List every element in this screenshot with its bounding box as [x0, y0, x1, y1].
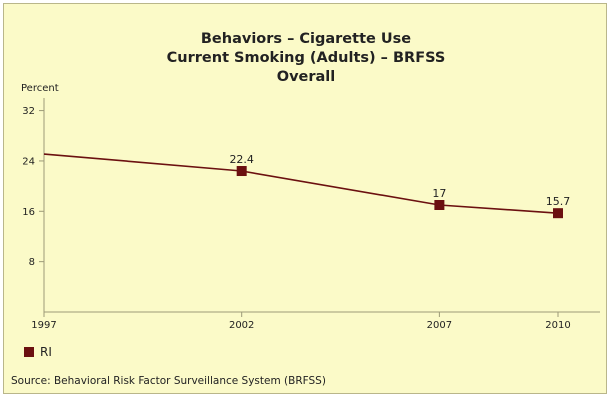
data-point-2002: [236, 166, 247, 177]
data-label-2002: 22.4: [229, 153, 254, 166]
x-tick-label-2007: 2007: [427, 320, 452, 331]
legend: RI: [24, 345, 52, 359]
chart-title: Behaviors – Cigarette Use Current Smokin…: [4, 30, 608, 87]
y-tick-label-8: 8: [29, 257, 35, 268]
data-label-2007: 17: [432, 187, 446, 200]
chart-frame: Behaviors – Cigarette Use Current Smokin…: [3, 3, 607, 394]
series-line-ri: [43, 153, 559, 214]
chart-title-line-3: Overall: [276, 69, 336, 85]
data-point-2010: [553, 208, 563, 219]
x-tick-label-2002: 2002: [229, 320, 254, 331]
y-tick-label-16: 16: [22, 207, 35, 218]
chart-title-line-2: Current Smoking (Adults) – BRFSS: [166, 50, 446, 66]
series-ri: 22.4 17 15.7: [43, 153, 571, 219]
source-note: Source: Behavioral Risk Factor Surveilla…: [11, 375, 326, 387]
x-tick-label-2010: 2010: [545, 320, 570, 331]
y-tick-label-32: 32: [22, 106, 35, 117]
data-label-2010: 15.7: [546, 195, 571, 208]
y-tick-label-24: 24: [22, 156, 35, 167]
y-axis-label: Percent: [21, 83, 59, 94]
legend-swatch-ri: [24, 347, 34, 357]
data-point-2007: [434, 200, 445, 210]
legend-label-ri: RI: [40, 345, 52, 359]
x-tick-label-1997: 1997: [31, 320, 56, 331]
chart-title-line-1: Behaviors – Cigarette Use: [200, 31, 412, 47]
axes: 8 16 24 32 1997 2002 2007 2010: [22, 98, 600, 331]
